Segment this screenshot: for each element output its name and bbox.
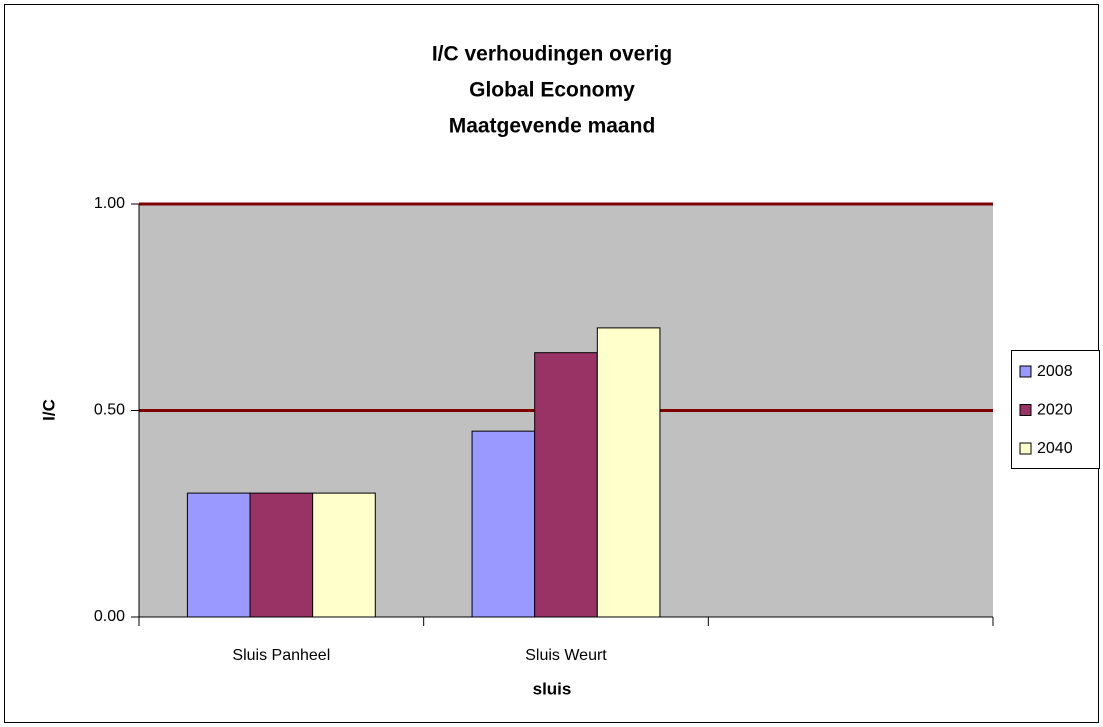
- y-axis-title: I/C: [39, 399, 58, 421]
- legend-label: 2008: [1037, 363, 1073, 380]
- chart-title: Global Economy: [469, 79, 635, 102]
- y-tick-label: 0.00: [94, 608, 125, 625]
- x-axis-title: sluis: [533, 679, 572, 698]
- bar: [534, 352, 598, 618]
- legend-label: 2040: [1037, 440, 1073, 457]
- legend-label: 2020: [1037, 402, 1073, 419]
- legend-swatch: [1019, 404, 1032, 416]
- y-tick-label: 1.00: [94, 195, 125, 212]
- bar: [596, 327, 661, 618]
- bar: [312, 492, 376, 618]
- legend-swatch: [1019, 365, 1032, 378]
- bar: [471, 430, 536, 618]
- chart-title: I/C verhoudingen overig: [432, 43, 672, 66]
- bar: [186, 492, 251, 618]
- y-tick-label: 0.50: [94, 402, 125, 419]
- chart-title: Maatgevende maand: [449, 115, 656, 138]
- legend-swatch: [1019, 442, 1032, 455]
- bar: [249, 492, 314, 618]
- x-tick-label: Sluis Panheel: [232, 647, 330, 664]
- x-tick-label: Sluis Weurt: [525, 647, 607, 664]
